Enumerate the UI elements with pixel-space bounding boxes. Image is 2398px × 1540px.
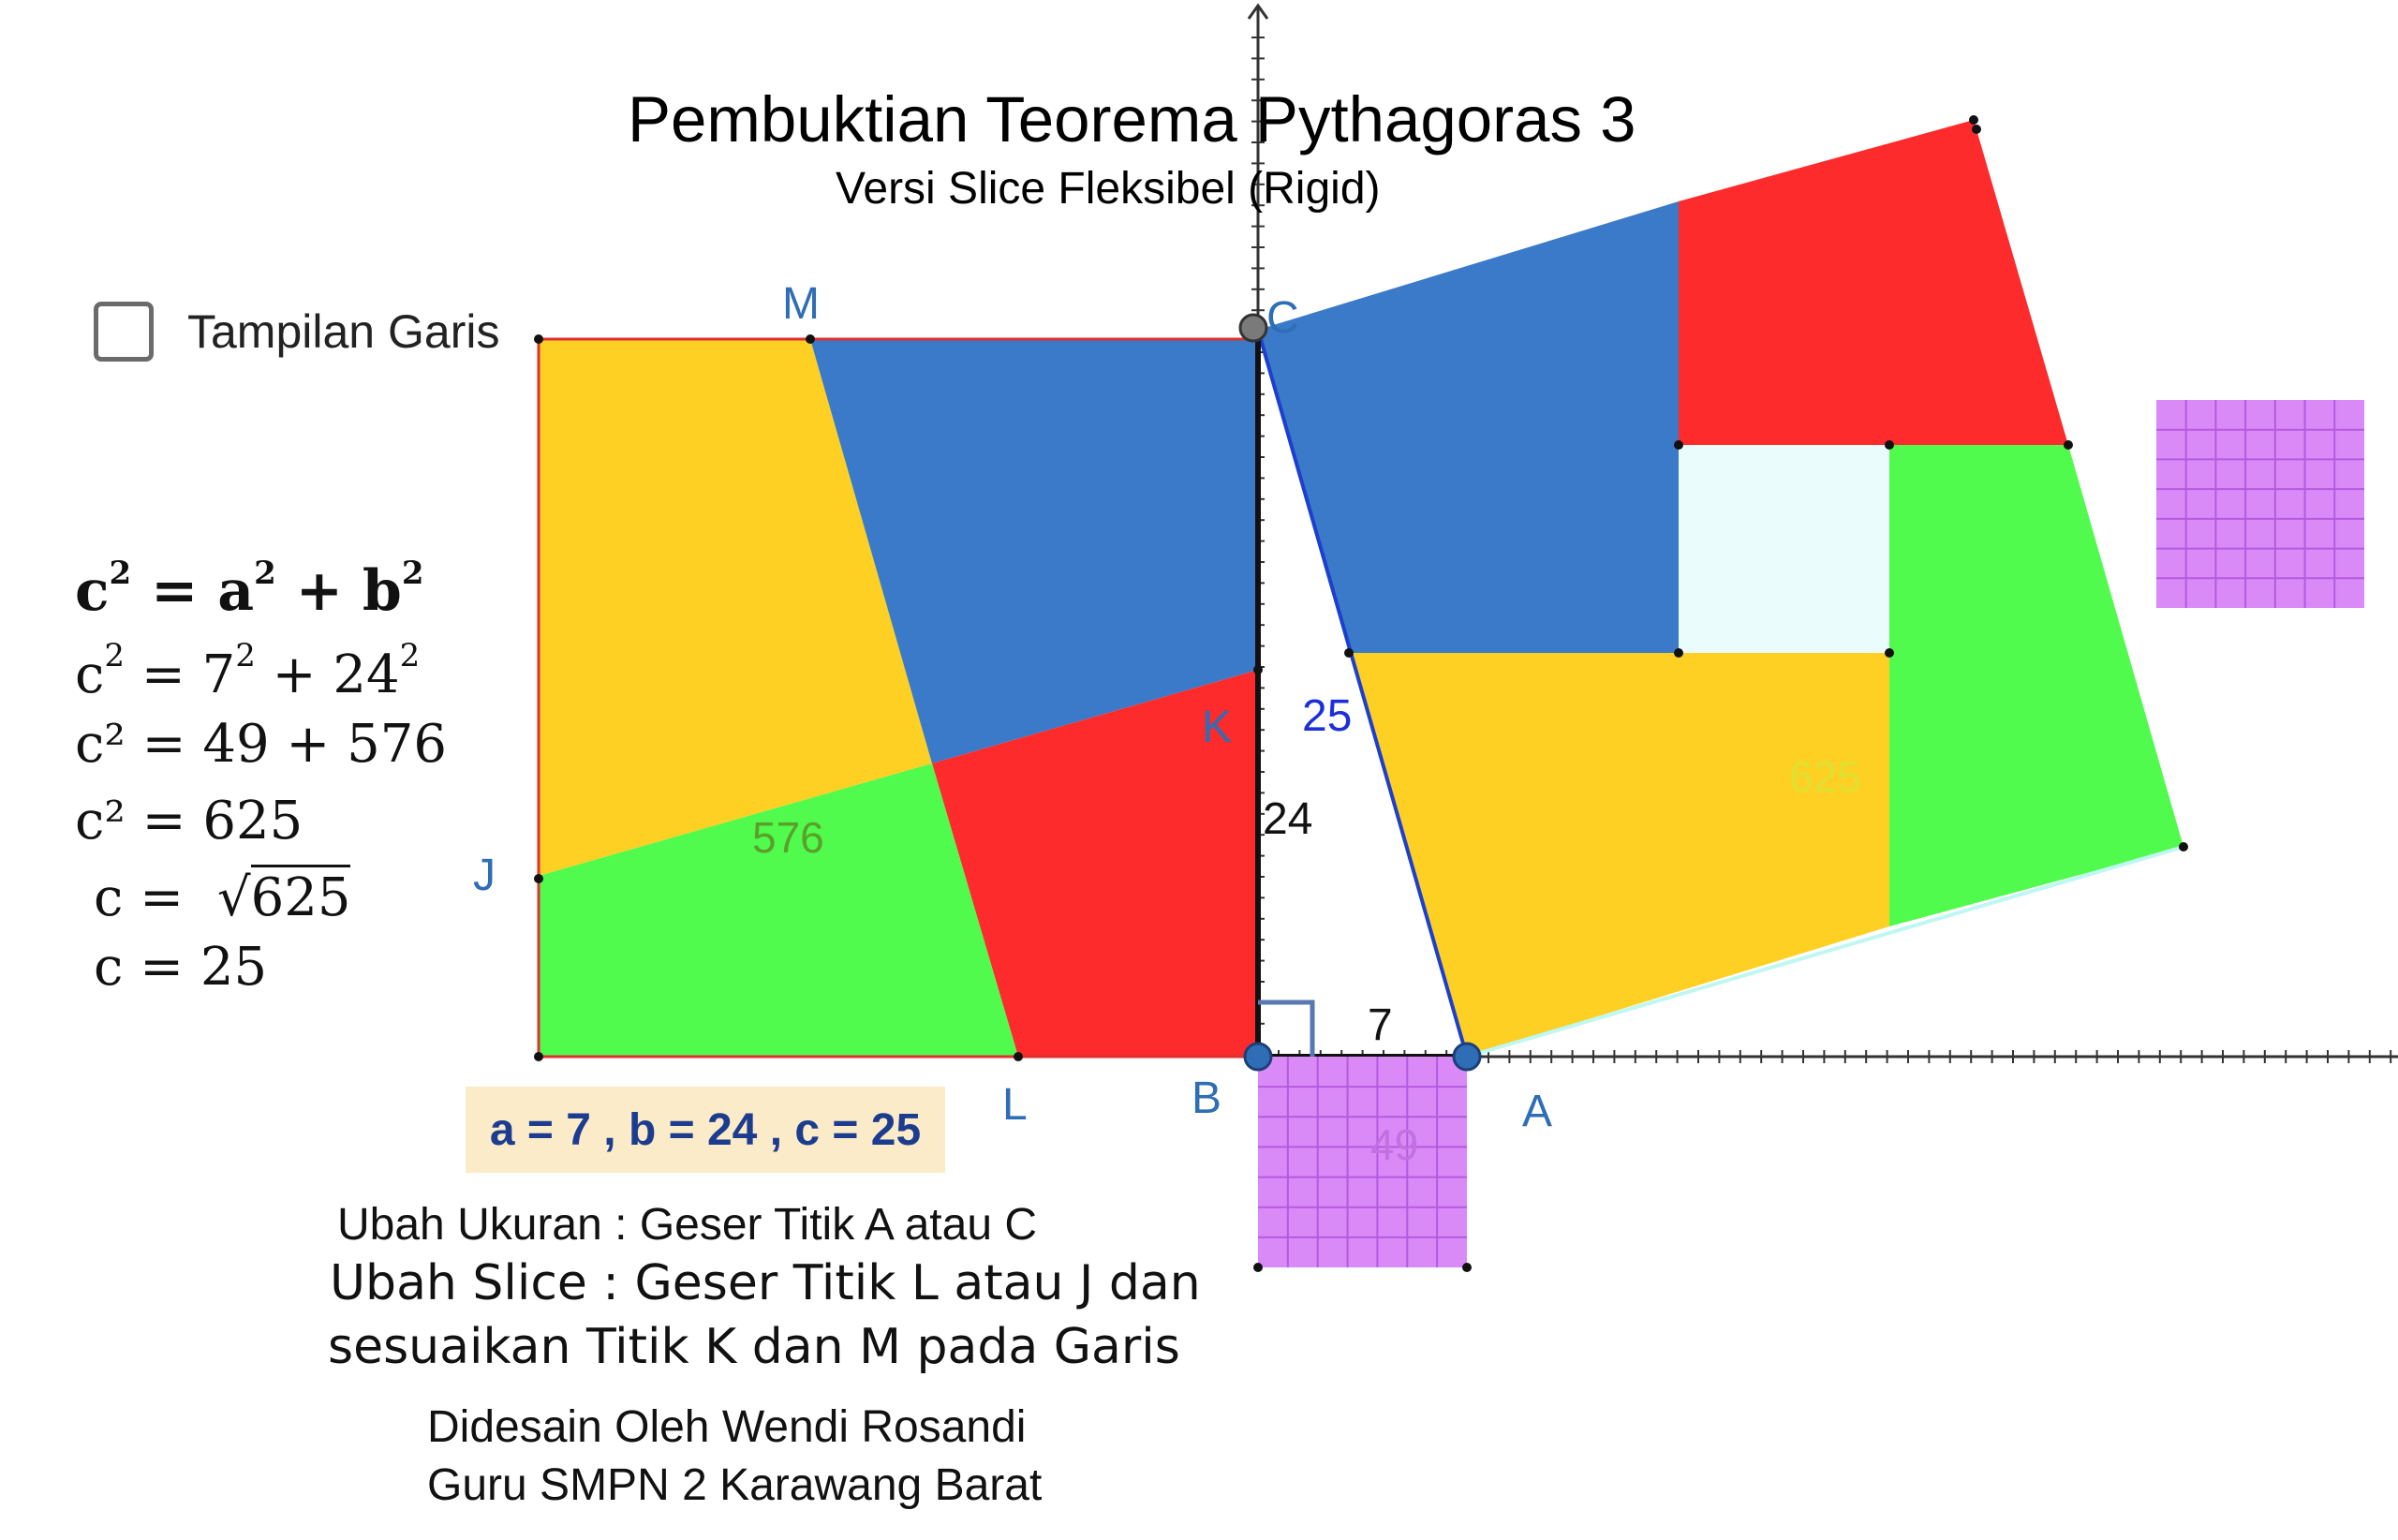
label-area-49: 49 (1370, 1120, 1418, 1169)
credit-line-1: Didesain Oleh Wendi Rosandi (427, 1402, 1027, 1452)
point-B[interactable] (1243, 1042, 1273, 1072)
label-M: M (782, 279, 820, 329)
purple-grid-square-right (2156, 400, 2364, 608)
label-side-a: 7 (1368, 1000, 1393, 1050)
vertex-dots (534, 115, 2188, 1272)
right-center-square (1679, 445, 1889, 653)
point-A[interactable] (1452, 1042, 1482, 1072)
right-square-bottom-edge (1466, 845, 2184, 1059)
label-J: J (473, 851, 496, 900)
label-area-576: 576 (752, 813, 824, 862)
checkbox-tampilan-garis[interactable]: Tampilan Garis (94, 302, 499, 362)
right-angle-mark (1258, 1000, 1315, 1057)
instruction-line-2: Ubah Slice : Geser Titik L atau J dan (330, 1255, 1201, 1311)
y-axis-arrow (1247, 3, 1269, 20)
equation-line-2: c2 = 72 + 242 (75, 637, 421, 705)
label-side-b: 24 (1263, 794, 1312, 844)
label-area-625: 625 (1789, 752, 1861, 801)
equation-line-3: c² = 49 + 576 (75, 714, 448, 775)
hypotenuse-line (1256, 329, 1469, 1058)
left-red-piece (932, 670, 1258, 1057)
checkbox-label: Tampilan Garis (187, 305, 500, 358)
right-green-piece (1889, 445, 2183, 926)
equation-line-4: c² = 625 (75, 791, 303, 851)
point-J-dot[interactable] (534, 874, 543, 883)
page-subtitle: Versi Slice Fleksibel (Rigid) (836, 164, 1381, 214)
label-B: B (1192, 1074, 1221, 1123)
equation-line-1: c2 = a2 + b2 (75, 555, 424, 624)
left-green-piece (539, 763, 1018, 1057)
equation-line-5: c = √625 (94, 865, 351, 928)
equation-line-6: c = 25 (94, 937, 268, 998)
right-blue-piece (1258, 201, 1679, 653)
label-L: L (1002, 1080, 1028, 1130)
instruction-line-3: sesuaikan Titik K dan M pada Garis (328, 1319, 1180, 1375)
label-C: C (1266, 293, 1299, 343)
left-blue-piece (810, 339, 1258, 763)
left-yellow-piece (539, 339, 932, 876)
small-square-49 (1258, 1057, 1467, 1267)
label-side-c: 25 (1302, 691, 1352, 741)
point-C[interactable] (1238, 313, 1268, 343)
credit-line-2: Guru SMPN 2 Karawang Barat (427, 1460, 1043, 1510)
values-box: a = 7 , b = 24 , c = 25 (466, 1087, 945, 1173)
label-K: K (1202, 703, 1232, 752)
page-title: Pembuktian Teorema Pythagoras 3 (628, 83, 1636, 155)
checkbox-box[interactable] (94, 302, 154, 362)
right-red-piece (1679, 120, 2068, 445)
label-A: A (1522, 1087, 1552, 1136)
instruction-line-1: Ubah Ukuran : Geser Titik A atau C (337, 1200, 1038, 1250)
right-yellow-piece (1349, 653, 1889, 1057)
